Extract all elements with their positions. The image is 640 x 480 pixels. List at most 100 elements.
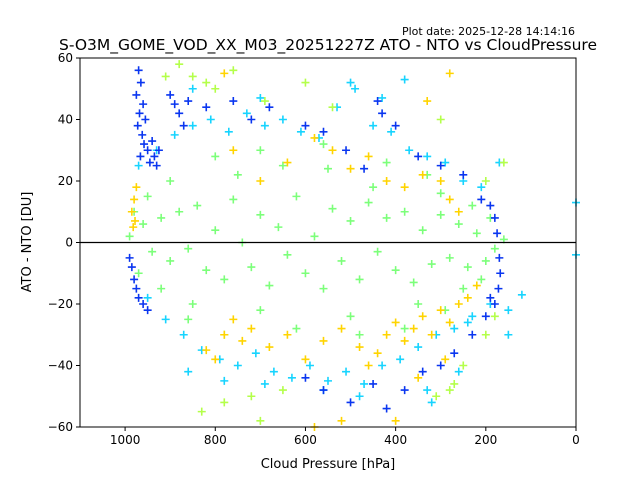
data-point [157, 284, 166, 293]
data-point [414, 300, 423, 308]
data-point [400, 336, 409, 345]
data-point [493, 229, 502, 238]
data-point [337, 256, 346, 265]
data-point [436, 210, 445, 219]
data-point [166, 90, 175, 99]
data-point [436, 115, 445, 124]
data-point [139, 300, 148, 308]
data-point [409, 278, 418, 287]
data-point [490, 300, 499, 308]
data-point [472, 281, 481, 290]
data-point [136, 152, 145, 161]
data-point [400, 386, 409, 395]
data-point [481, 177, 490, 185]
data-point [161, 72, 170, 81]
data-point [229, 97, 238, 106]
data-point [256, 146, 265, 155]
data-point [364, 152, 373, 161]
data-point [143, 306, 152, 315]
data-point [494, 284, 503, 293]
data-point [269, 367, 278, 376]
data-point [265, 343, 274, 352]
data-point [143, 192, 152, 201]
data-point [193, 201, 202, 210]
data-point [175, 109, 184, 118]
data-point [441, 158, 450, 167]
data-point [206, 115, 215, 124]
data-point [427, 398, 436, 407]
data-point [229, 315, 238, 324]
data-point [141, 115, 150, 124]
chart-title: S-O3M_GOME_VOD_XX_M03_20251227Z ATO - NT… [59, 36, 597, 55]
data-point [346, 312, 355, 321]
data-point [188, 121, 197, 130]
data-point [454, 207, 463, 216]
data-point [247, 263, 256, 272]
data-point [233, 170, 242, 179]
data-point [346, 164, 355, 173]
data-point [445, 253, 454, 262]
data-point [265, 281, 274, 290]
data-point [346, 216, 355, 225]
y-axis-label: ATO - NTO [DU] [20, 192, 35, 293]
data-point [414, 373, 423, 382]
data-point [152, 161, 161, 170]
data-point [445, 195, 454, 204]
data-point [378, 93, 387, 102]
y-tick-label: −40 [48, 359, 73, 373]
data-point [517, 290, 526, 299]
data-point [391, 121, 400, 130]
data-point [360, 379, 369, 388]
data-point [242, 109, 251, 118]
data-point [256, 306, 265, 315]
data-point [125, 253, 134, 262]
data-point [233, 361, 242, 370]
data-point [409, 324, 418, 333]
data-point [441, 355, 450, 364]
data-point [477, 275, 486, 284]
data-point [346, 78, 355, 87]
data-point [136, 78, 145, 87]
data-point [369, 121, 378, 130]
data-point [445, 386, 454, 395]
x-tick-label: 600 [294, 433, 317, 447]
data-point [373, 97, 382, 106]
data-point [355, 392, 364, 401]
data-point [161, 315, 170, 324]
data-point [328, 204, 337, 213]
data-point [132, 183, 141, 192]
data-point [459, 284, 468, 293]
data-point [260, 121, 269, 130]
data-point [274, 223, 283, 232]
data-point [130, 275, 139, 284]
data-point [157, 213, 166, 222]
data-point [247, 115, 256, 124]
data-point [490, 312, 499, 321]
data-point [360, 164, 369, 173]
data-point [450, 349, 459, 358]
data-point [220, 376, 229, 385]
data-point [184, 244, 193, 253]
data-point [328, 146, 337, 155]
data-point [400, 75, 409, 84]
data-point [382, 404, 391, 413]
y-tick-label: 0 [65, 236, 73, 250]
data-point [391, 318, 400, 327]
data-point [319, 386, 328, 395]
data-point [238, 336, 247, 345]
data-point [477, 195, 486, 204]
data-point [496, 269, 505, 278]
data-point [211, 152, 220, 161]
data-point [170, 100, 179, 109]
data-point [229, 195, 238, 204]
data-point [324, 376, 332, 385]
data-point [145, 158, 154, 167]
data-point [436, 361, 445, 370]
data-point [148, 137, 157, 146]
data-point [229, 146, 238, 155]
data-point [486, 293, 495, 302]
data-point [423, 152, 432, 161]
data-point [436, 177, 445, 185]
data-point [423, 97, 432, 106]
